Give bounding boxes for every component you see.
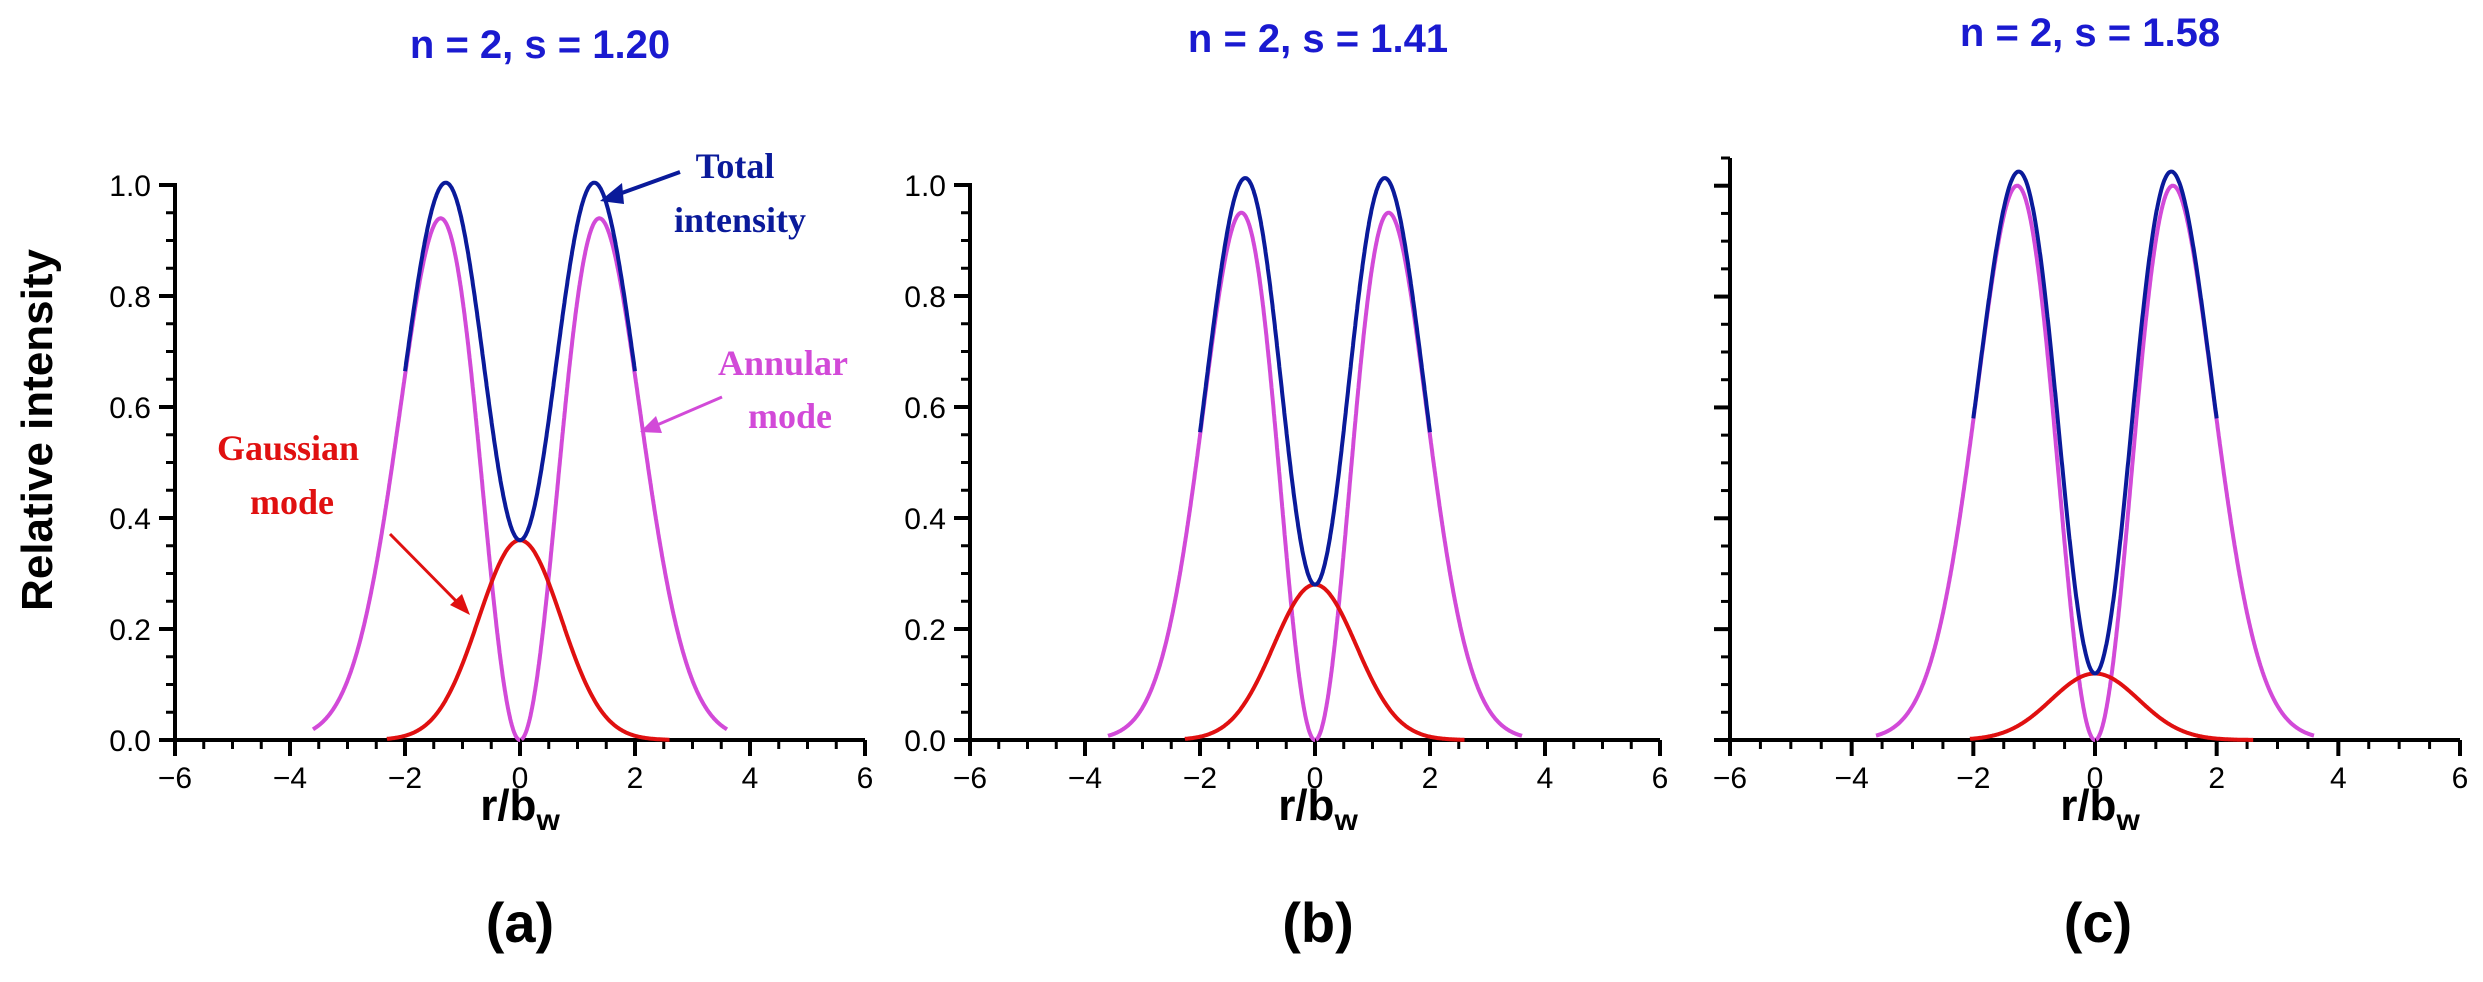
gaussian-mode-curve [1969,671,2254,742]
panel-b-letter: (b) [1282,891,1354,954]
annular-mode-label: Annular [718,343,848,383]
y-tick-label: 0.6 [904,392,946,425]
x-tick-label: 2 [1422,762,1439,795]
panel-c: n = 2, s = 1.58 −6 −4 −2 0 2 4 6 r/bw (c) [1713,11,2468,954]
x-tick-label: 4 [742,762,759,795]
panel-a: n = 2, s = 1.20 −6 −4 −2 0 2 4 6 0.0 0.2 0.4 0.6 0.… [109,23,873,954]
y-tick-label: 1.0 [904,170,946,203]
y-tick-label: 0.4 [904,503,946,536]
annular-mode-arrowhead [640,416,662,433]
panel-b-title: n = 2, s = 1.41 [1188,17,1448,61]
panel-b-curves [1107,176,1523,742]
y-tick-label: 0.8 [904,281,946,314]
total-intensity-curve [403,180,637,543]
gaussian-mode-curve [386,538,670,742]
y-tick-label: 0.4 [109,503,151,536]
total-intensity-label: Total [696,146,775,186]
gaussian-mode-arrowhead [450,594,470,615]
x-tick-label: 0 [1307,762,1324,795]
y-axis-label: Relative intensity [13,249,62,611]
x-tick-label: −4 [1835,762,1869,795]
panel-c-title: n = 2, s = 1.58 [1960,11,2220,55]
x-tick-label: 2 [2208,762,2225,795]
x-tick-label: 4 [2330,762,2347,795]
panel-a-curves [311,180,729,742]
total-intensity-curve [1198,176,1432,587]
y-tick-label: 0.0 [904,725,946,758]
x-tick-label: −6 [158,762,192,795]
x-tick-label: −6 [953,762,987,795]
x-tick-label: −2 [1183,762,1217,795]
annular-mode-arrow [649,395,723,430]
annular-mode-label-2: mode [748,396,832,436]
x-tick-label: −2 [1956,762,1990,795]
gaussian-mode-curve [1184,582,1465,742]
x-tick-label: −2 [388,762,422,795]
x-tick-label: 2 [627,762,644,795]
x-tick-label: 0 [2087,762,2104,795]
gaussian-mode-label-2: mode [250,482,334,522]
x-tick-label: 6 [1652,762,1669,795]
x-tick-label: −6 [1713,762,1747,795]
x-tick-label: −4 [273,762,307,795]
total-intensity-label-2: intensity [674,200,806,240]
y-tick-label: 0.0 [109,725,151,758]
panel-b: n = 2, s = 1.41 −6 −4 −2 0 2 4 6 0.0 0.2 0.4 0.6 0.… [904,17,1668,954]
panel-c-letter: (c) [2064,891,2132,954]
panel-a-xlabel: r/bw [480,781,560,837]
gaussian-mode-arrow [388,532,464,609]
x-tick-label: 6 [2452,762,2469,795]
x-tick-label: 6 [857,762,874,795]
y-tick-label: 0.2 [109,614,151,647]
panel-c-xlabel: r/bw [2060,781,2140,837]
annular-mode-curve-right [1314,210,1523,742]
panel-b-xlabel: r/bw [1278,781,1358,837]
panel-c-curves [1875,169,2315,742]
y-tick-label: 1.0 [109,170,151,203]
panel-b-axes: −6 −4 −2 0 2 4 6 0.0 0.2 0.4 0.6 0.8 1.0 [904,170,1668,795]
panel-c-axes: −6 −4 −2 0 2 4 6 [1713,156,2469,795]
total-intensity-curve [1971,169,2219,676]
x-tick-label: −4 [1068,762,1102,795]
y-tick-label: 0.2 [904,614,946,647]
total-intensity-arrowhead [600,183,624,204]
panel-a-letter: (a) [486,891,554,954]
y-tick-label: 0.8 [109,281,151,314]
x-tick-label: 0 [512,762,529,795]
gaussian-mode-label: Gaussian [217,428,359,468]
panel-a-title: n = 2, s = 1.20 [410,23,670,67]
annotations: Total intensity Annular mode Gaussian mo… [217,146,848,615]
x-tick-label: 4 [1537,762,1554,795]
y-tick-label: 0.6 [109,392,151,425]
panel-a-axes: −6 −4 −2 0 2 4 6 0.0 0.2 0.4 0.6 0.8 1.0 [109,170,873,795]
annular-mode-curve-left [1107,210,1316,742]
